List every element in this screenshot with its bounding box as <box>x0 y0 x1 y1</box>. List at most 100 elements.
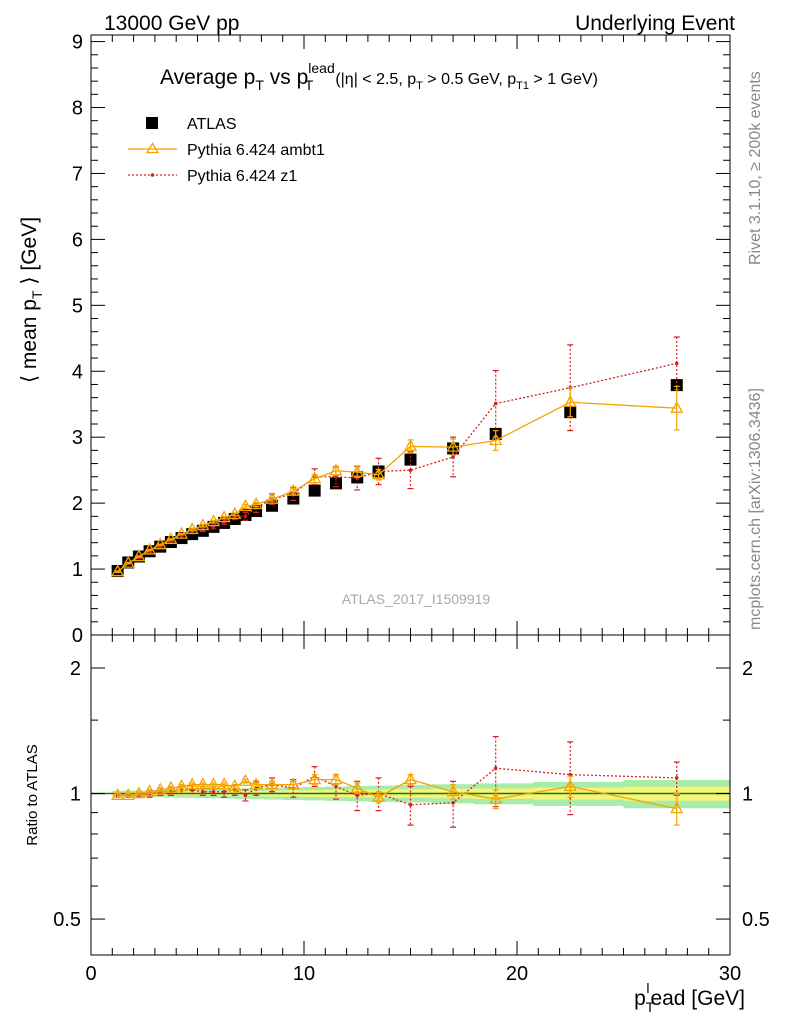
atlas-point <box>404 453 417 466</box>
ambt1-point <box>164 780 178 793</box>
ratio-y-tick-label: 1 <box>70 784 81 806</box>
z1-line <box>117 362 677 573</box>
z1-point <box>243 514 248 519</box>
y-tick-label: 9 <box>72 32 83 54</box>
z1-point <box>451 455 455 459</box>
ambt1-point <box>206 777 221 790</box>
ambt1-point <box>371 467 386 480</box>
ambt1-point <box>217 777 231 790</box>
ambt1-point <box>111 788 125 801</box>
ambt1-point <box>228 506 242 519</box>
ambt1-point <box>142 784 157 797</box>
main-data-layer <box>111 336 684 578</box>
analysis-watermark: ATLAS_2017_I1509919 <box>342 591 491 607</box>
ambt1-point <box>153 782 167 795</box>
ambt1-point <box>249 497 263 510</box>
ratio-y-tick-label-right: 0.5 <box>742 909 770 931</box>
y-tick-label: 7 <box>72 163 83 185</box>
z1-point <box>201 789 205 794</box>
ratio-y-tick-label-right: 2 <box>742 658 753 680</box>
rivet-note: Rivet 3.1.10, ≥ 200k events <box>747 71 764 265</box>
ambt1-point <box>185 777 199 790</box>
z1-point <box>674 776 679 780</box>
ambt1-point <box>217 510 231 523</box>
ambt1-point <box>308 471 322 484</box>
ambt1-point <box>308 772 322 785</box>
x-tick-label: 30 <box>719 963 741 985</box>
ambt1-point <box>350 464 364 477</box>
ambt1-point <box>563 394 577 407</box>
x-tick-label: 10 <box>293 963 315 985</box>
ambt1-point <box>121 788 135 801</box>
x-tick-label: 0 <box>85 963 96 985</box>
ratio-y-tick-label: 2 <box>70 658 81 680</box>
y-tick-label: 3 <box>72 427 83 449</box>
header-left: 13000 GeV pp <box>104 12 239 35</box>
legend-marker-z1 <box>150 173 155 177</box>
ambt1-point <box>489 433 503 446</box>
ambt1-point <box>329 463 343 476</box>
ambt1-point <box>174 526 189 539</box>
y-tick-label: 2 <box>72 493 83 515</box>
ambt1-point <box>164 532 178 545</box>
ambt1-point <box>142 542 157 555</box>
ambt1-point <box>111 564 125 577</box>
ambt1-point <box>265 777 279 790</box>
z1-point <box>408 468 413 472</box>
ambt1-point <box>489 791 503 804</box>
y-tick-label: 0 <box>72 625 83 647</box>
legend-label-z1: Pythia 6.424 z1 <box>187 168 297 185</box>
ambt1-point <box>249 777 263 790</box>
z1-point <box>493 766 498 771</box>
chart-title: Average pT vs plead T (|η| < 2.5, pT > 0.5… <box>160 60 598 93</box>
ambt1-point <box>446 784 460 797</box>
ratio-y-tick-label: 0.5 <box>53 909 81 931</box>
ambt1-point <box>206 514 221 527</box>
legend-marker-atlas <box>146 117 158 129</box>
ratio-y-axis: 0.5 0.5 1 1 2 2 <box>53 658 770 931</box>
ambt1-point <box>132 786 146 799</box>
z1-point <box>451 801 455 805</box>
z1-point <box>334 784 338 789</box>
ambt1-point <box>185 522 199 535</box>
ambt1-point <box>329 772 343 785</box>
ambt1-point <box>403 439 418 452</box>
ambt1-point <box>371 789 386 802</box>
ambt1-point <box>286 483 300 496</box>
ambt1-point <box>238 499 253 512</box>
y-tick-label: 1 <box>72 559 83 581</box>
legend-label-ambt1: Pythia 6.424 ambt1 <box>187 142 325 159</box>
ratio-data-layer <box>111 735 684 828</box>
z1-point <box>568 772 573 777</box>
y-tick-label: 6 <box>72 229 83 251</box>
ambt1-point <box>670 801 684 814</box>
legend: ATLAS Pythia 6.424 ambt1 Pythia 6.424 z1 <box>128 116 325 185</box>
legend-label-atlas: ATLAS <box>187 116 237 133</box>
ambt1-point <box>265 491 279 504</box>
y-tick-label: 4 <box>72 361 83 383</box>
ambt1-point <box>238 773 253 786</box>
legend-marker-ambt1 <box>145 142 160 154</box>
ambt1-point <box>670 400 684 413</box>
ambt1-point <box>196 518 210 531</box>
ambt1-point <box>350 780 364 793</box>
ambt1-point <box>563 779 577 792</box>
x-axis-label: pTlead [GeV] <box>634 980 745 1015</box>
z1-point <box>408 802 413 807</box>
ratio-x-axis: 0 10 20 30 <box>85 635 741 985</box>
ambt1-point <box>446 439 460 452</box>
ambt1-point <box>174 779 189 792</box>
ambt1-point <box>196 777 210 790</box>
y-tick-label: 5 <box>72 295 83 317</box>
ambt1-point <box>403 772 418 785</box>
z1-point <box>222 789 226 794</box>
ambt1-point <box>132 549 146 562</box>
ambt1-line <box>117 401 677 573</box>
z1-point <box>211 789 216 794</box>
header-right: Underlying Event <box>575 12 735 35</box>
main-y-axis: 0 1 2 3 4 5 6 7 8 9 <box>72 32 730 647</box>
ambt1-point <box>153 537 167 550</box>
z1-point <box>674 361 679 366</box>
ambt1-point <box>228 779 242 792</box>
